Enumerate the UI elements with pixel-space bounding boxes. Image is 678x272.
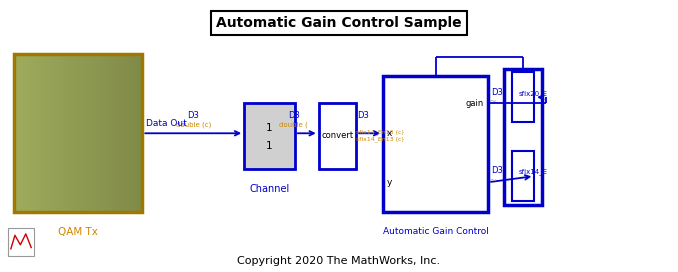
Bar <box>54 54 57 212</box>
Bar <box>22 54 25 212</box>
Text: sfix14_E: sfix14_E <box>519 169 548 175</box>
Bar <box>95 54 98 212</box>
Bar <box>31 54 34 212</box>
Text: D3: D3 <box>492 166 504 175</box>
Bar <box>106 54 108 212</box>
Text: QAM Tx: QAM Tx <box>58 227 98 237</box>
Bar <box>72 54 75 212</box>
Text: Data Out: Data Out <box>146 119 186 128</box>
Bar <box>138 54 141 212</box>
Bar <box>119 54 121 212</box>
Bar <box>82 54 85 212</box>
Text: double (: double ( <box>279 121 308 128</box>
Bar <box>46 54 49 212</box>
Bar <box>39 54 42 212</box>
Bar <box>78 54 81 212</box>
Bar <box>48 54 51 212</box>
Bar <box>123 54 126 212</box>
Bar <box>93 54 96 212</box>
Bar <box>24 54 27 212</box>
Text: y: y <box>387 178 393 187</box>
Bar <box>115 54 117 212</box>
Bar <box>18 54 20 212</box>
Bar <box>140 54 143 212</box>
Bar <box>52 54 55 212</box>
Bar <box>67 54 70 212</box>
Bar <box>14 54 142 212</box>
Text: gain: gain <box>466 99 484 108</box>
Bar <box>89 54 92 212</box>
Text: x: x <box>387 129 393 138</box>
Text: sfix14_En13 (c): sfix14_En13 (c) <box>356 129 404 135</box>
Bar <box>319 103 356 169</box>
Text: Channel: Channel <box>250 184 290 194</box>
Bar <box>14 54 16 212</box>
Bar <box>104 54 106 212</box>
Bar <box>26 54 29 212</box>
Bar <box>20 54 23 212</box>
Bar <box>125 54 128 212</box>
Bar <box>129 54 132 212</box>
Text: D3: D3 <box>287 111 300 120</box>
Bar <box>50 54 53 212</box>
Bar <box>58 54 62 212</box>
Text: D3: D3 <box>187 111 199 120</box>
Bar <box>113 54 115 212</box>
Bar <box>136 54 139 212</box>
Bar <box>43 54 46 212</box>
Bar <box>16 54 18 212</box>
Text: Automatic Gain Control Sample: Automatic Gain Control Sample <box>216 16 462 30</box>
Bar <box>74 54 77 212</box>
Bar <box>127 54 130 212</box>
Bar <box>512 72 534 122</box>
Bar <box>244 103 295 169</box>
Bar <box>28 54 31 212</box>
Text: 1: 1 <box>266 141 273 151</box>
Text: sfix14_En13 (c): sfix14_En13 (c) <box>356 136 404 142</box>
Text: 1: 1 <box>266 123 273 133</box>
Bar <box>61 54 64 212</box>
Bar <box>102 54 104 212</box>
Bar <box>33 54 36 212</box>
Bar <box>383 76 488 212</box>
Bar <box>80 54 83 212</box>
Bar <box>98 54 100 212</box>
Bar <box>121 54 124 212</box>
Bar <box>100 54 102 212</box>
Bar <box>110 54 113 212</box>
Bar <box>56 54 60 212</box>
Text: convert: convert <box>321 131 353 141</box>
Bar <box>512 151 534 201</box>
Bar <box>87 54 89 212</box>
Bar <box>35 54 38 212</box>
Text: double (c): double (c) <box>176 121 211 128</box>
Bar <box>63 54 66 212</box>
Text: sfix20_E: sfix20_E <box>519 90 548 97</box>
Bar <box>76 54 79 212</box>
Bar <box>69 54 73 212</box>
Text: ~: ~ <box>489 176 497 186</box>
Bar <box>8 228 34 256</box>
Bar <box>91 54 94 212</box>
Bar <box>117 54 119 212</box>
Bar <box>108 54 111 212</box>
Text: D3: D3 <box>357 111 369 120</box>
Bar <box>37 54 40 212</box>
Bar <box>65 54 68 212</box>
Text: Automatic Gain Control: Automatic Gain Control <box>382 227 489 236</box>
Bar <box>41 54 44 212</box>
Text: D3: D3 <box>492 88 504 97</box>
Text: ~: ~ <box>489 97 497 107</box>
Bar <box>85 54 87 212</box>
Bar <box>504 69 542 205</box>
Bar <box>134 54 137 212</box>
Bar <box>132 54 134 212</box>
Text: Copyright 2020 The MathWorks, Inc.: Copyright 2020 The MathWorks, Inc. <box>237 256 441 266</box>
